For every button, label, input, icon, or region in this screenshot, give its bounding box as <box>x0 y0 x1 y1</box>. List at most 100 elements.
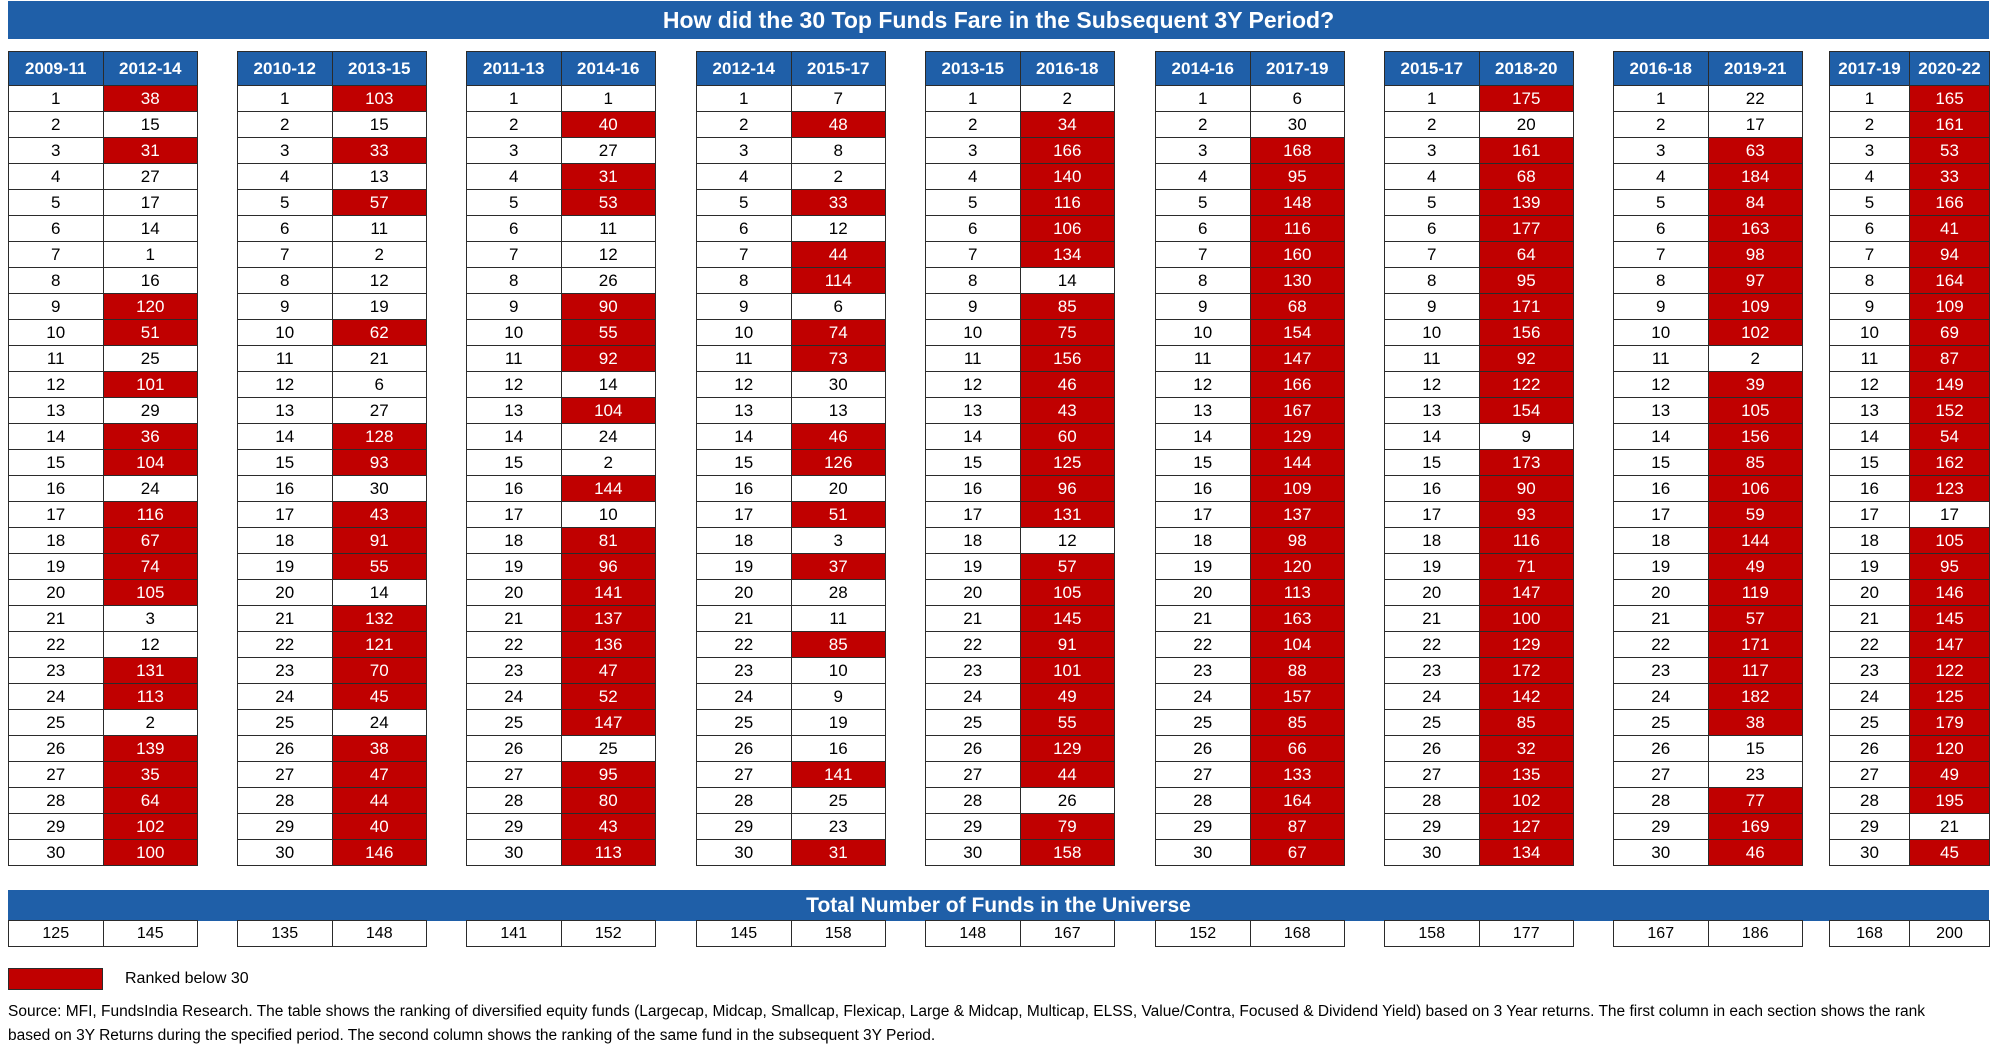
subsequent-rank-cell: 24 <box>331 709 427 736</box>
rank-cell: 14 <box>466 423 562 450</box>
universe-count-cell: 148 <box>925 920 1021 947</box>
subsequent-period-header: 2015-17 <box>790 51 886 86</box>
rank-cell: 21 <box>1829 605 1910 632</box>
table-row: 21 132 <box>237 605 427 632</box>
table-row: 4 31 <box>466 163 656 190</box>
table-row: 15 104 <box>8 449 198 476</box>
rank-cell: 10 <box>1155 319 1251 346</box>
subsequent-rank-cell: 30 <box>790 371 886 398</box>
subsequent-rank-cell: 149 <box>1909 371 1990 398</box>
table-row: 18 105 <box>1829 527 1990 554</box>
table-row: 14 54 <box>1829 423 1990 450</box>
table-row: 3 168 <box>1155 137 1345 164</box>
subsequent-rank-cell: 6 <box>1249 85 1345 112</box>
subsequent-rank-cell: 104 <box>102 449 198 476</box>
table-row: 3 27 <box>466 137 656 164</box>
rank-cell: 8 <box>466 267 562 294</box>
subsequent-rank-cell: 29 <box>102 397 198 424</box>
table-row: 27 49 <box>1829 761 1990 788</box>
rank-cell: 28 <box>1384 787 1480 814</box>
table-row: 15 93 <box>237 449 427 476</box>
rank-cell: 29 <box>1384 813 1480 840</box>
table-row: 6 177 <box>1384 215 1574 242</box>
rank-cell: 15 <box>1613 449 1709 476</box>
rank-cell: 26 <box>1155 735 1251 762</box>
subsequent-rank-cell: 145 <box>1019 605 1115 632</box>
subsequent-period-header: 2020-22 <box>1909 51 1990 86</box>
table-row: 6 41 <box>1829 215 1990 242</box>
table-row: 11 25 <box>8 345 198 372</box>
table-row: 11 73 <box>696 345 886 372</box>
subsequent-rank-cell: 131 <box>102 657 198 684</box>
table-row: 20 113 <box>1155 579 1345 606</box>
universe-table: 125 145 <box>8 920 198 947</box>
rank-cell: 5 <box>1829 189 1910 216</box>
table-row: 29 40 <box>237 813 427 840</box>
rank-cell: 7 <box>925 241 1021 268</box>
subsequent-rank-cell: 116 <box>1478 527 1574 554</box>
rank-cell: 25 <box>1155 709 1251 736</box>
rank-cell: 4 <box>696 163 792 190</box>
rank-cell: 10 <box>1829 319 1910 346</box>
rank-cell: 12 <box>1155 371 1251 398</box>
universe-count-cell: 158 <box>790 920 886 947</box>
subsequent-rank-cell: 68 <box>1478 163 1574 190</box>
rank-cell: 20 <box>8 579 104 606</box>
subsequent-rank-cell: 31 <box>790 839 886 866</box>
subsequent-rank-cell: 49 <box>1909 761 1990 788</box>
table-row: 8 130 <box>1155 267 1345 294</box>
subsequent-rank-cell: 136 <box>560 631 656 658</box>
rank-cell: 23 <box>1155 657 1251 684</box>
table-row: 25 19 <box>696 709 886 736</box>
rank-table: 2014-16 2017-19 1 6 2 30 3 168 4 95 5 148 6 116 7 160 8 1… <box>1155 51 1345 866</box>
subsequent-rank-cell: 33 <box>331 137 427 164</box>
rank-cell: 18 <box>8 527 104 554</box>
subsequent-rank-cell: 134 <box>1478 839 1574 866</box>
universe-count-cell: 148 <box>331 920 427 947</box>
subsequent-rank-cell: 157 <box>1249 683 1345 710</box>
rank-cell: 4 <box>466 163 562 190</box>
subsequent-rank-cell: 141 <box>790 761 886 788</box>
table-row: 5 57 <box>237 189 427 216</box>
subsequent-rank-cell: 169 <box>1707 813 1803 840</box>
subsequent-rank-cell: 120 <box>1249 553 1345 580</box>
table-row: 20 141 <box>466 579 656 606</box>
subsequent-rank-cell: 19 <box>331 293 427 320</box>
universe-count-cell: 200 <box>1909 920 1990 947</box>
table-row: 12 6 <box>237 371 427 398</box>
table-row: 22 104 <box>1155 631 1345 658</box>
subsequent-rank-cell: 57 <box>1707 605 1803 632</box>
universe-table: 158 177 <box>1384 920 1574 947</box>
subsequent-rank-cell: 94 <box>1909 241 1990 268</box>
universe-count-cell: 145 <box>696 920 792 947</box>
table-row: 6 116 <box>1155 215 1345 242</box>
rank-cell: 22 <box>237 631 333 658</box>
table-row: 4 184 <box>1613 163 1803 190</box>
subsequent-rank-cell: 127 <box>1478 813 1574 840</box>
table-row: 27 95 <box>466 761 656 788</box>
subsequent-rank-cell: 177 <box>1478 215 1574 242</box>
table-row: 7 64 <box>1384 241 1574 268</box>
subsequent-rank-cell: 21 <box>1909 813 1990 840</box>
universe-row: 135 148 <box>237 920 427 947</box>
subsequent-rank-cell: 55 <box>1019 709 1115 736</box>
rank-cell: 18 <box>1829 527 1910 554</box>
rank-cell: 29 <box>1829 813 1910 840</box>
table-row: 5 17 <box>8 189 198 216</box>
rank-cell: 21 <box>8 605 104 632</box>
rank-cell: 28 <box>8 787 104 814</box>
header-row: 2010-12 2013-15 <box>237 51 427 86</box>
subsequent-rank-cell: 132 <box>331 605 427 632</box>
subsequent-rank-cell: 175 <box>1478 85 1574 112</box>
subsequent-rank-cell: 54 <box>1909 423 1990 450</box>
rank-cell: 5 <box>466 189 562 216</box>
rank-cell: 21 <box>925 605 1021 632</box>
rank-table: 2010-12 2013-15 1 103 2 15 3 33 4 13 5 57 6 11 7 2 8 12 9 1… <box>237 51 427 866</box>
rank-cell: 2 <box>237 111 333 138</box>
subsequent-rank-cell: 26 <box>1019 787 1115 814</box>
rank-cell: 22 <box>1613 631 1709 658</box>
table-row: 16 96 <box>925 475 1115 502</box>
table-row: 28 44 <box>237 787 427 814</box>
subsequent-rank-cell: 62 <box>331 319 427 346</box>
